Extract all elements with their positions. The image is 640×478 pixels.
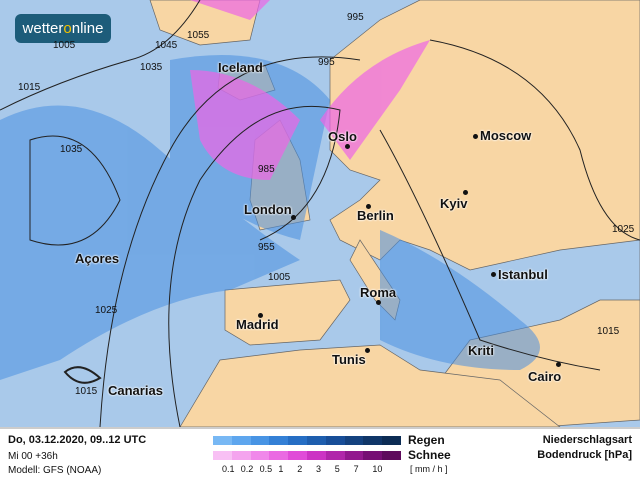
- isobar-label: 1025: [612, 224, 635, 235]
- legend-title-type: Niederschlagsart: [542, 434, 632, 446]
- city-label: Açores: [75, 251, 120, 266]
- color-swatch: [231, 436, 251, 445]
- isobar-label: 1015: [75, 386, 98, 397]
- city-label: Kyiv: [440, 196, 468, 211]
- color-swatch: [250, 451, 270, 460]
- city-label: Oslo: [328, 129, 357, 144]
- isobar-label: 1055: [187, 30, 210, 41]
- isobar-label: 1005: [53, 40, 76, 51]
- snow-label: Schnee: [408, 448, 451, 462]
- legend-title-pressure: Bodendruck [hPa]: [537, 449, 632, 461]
- isobar-label: 1025: [95, 305, 118, 316]
- color-swatch: [344, 436, 364, 445]
- color-swatch: [363, 436, 383, 445]
- color-swatch: [213, 451, 232, 460]
- city-label: Cairo: [528, 369, 562, 384]
- city-label: Madrid: [236, 317, 279, 332]
- color-swatch: [325, 436, 345, 445]
- city-label: Moscow: [480, 128, 532, 143]
- color-swatch: [382, 451, 401, 460]
- color-swatch: [231, 451, 251, 460]
- city-label: Istanbul: [498, 267, 548, 282]
- color-swatch: [213, 436, 232, 445]
- color-swatch: [250, 436, 270, 445]
- city-label: Berlin: [357, 208, 394, 223]
- color-swatch: [269, 451, 289, 460]
- isobar-label: 1015: [18, 82, 41, 93]
- legend-panel: Do, 03.12.2020, 09..12 UTC Mi 00 +36h Mo…: [0, 427, 640, 478]
- tick-label: 7: [353, 464, 359, 474]
- rain-label: Regen: [408, 433, 445, 447]
- weather-map: [0, 0, 640, 427]
- tick-label: 0.2: [240, 464, 254, 474]
- tick-label: 3: [315, 464, 321, 474]
- wetteronline-logo[interactable]: wetteronline: [15, 14, 111, 43]
- tick-label: 1: [278, 464, 284, 474]
- color-swatch: [288, 436, 307, 445]
- tick-label: 0.1: [222, 464, 235, 474]
- tick-label: 2: [297, 464, 303, 474]
- color-swatch: [382, 436, 401, 445]
- color-swatch: [306, 451, 326, 460]
- city-label: Iceland: [218, 60, 263, 75]
- rain-color-scale: [213, 436, 401, 445]
- scale-ticks: 0.1 0.2 0.5 1 2 3 5 7 10: [222, 464, 391, 474]
- snow-area: [190, 0, 430, 180]
- color-swatch: [344, 451, 364, 460]
- tick-label: 5: [334, 464, 340, 474]
- isobar-label: 1015: [597, 326, 620, 337]
- color-swatch: [306, 436, 326, 445]
- city-label: Roma: [360, 285, 397, 300]
- isobar-label: 995: [347, 12, 364, 23]
- isobar-label: 995: [318, 57, 335, 68]
- color-swatch: [288, 451, 307, 460]
- city-label: Canarias: [108, 383, 163, 398]
- isobars: [0, 0, 640, 427]
- color-swatch: [325, 451, 345, 460]
- isobar-label: 1035: [60, 144, 83, 155]
- model-name: Modell: GFS (NOAA): [8, 465, 102, 476]
- isobar-label: 1035: [140, 62, 163, 73]
- tick-label: 0.5: [259, 464, 273, 474]
- city-label: London: [244, 202, 292, 217]
- color-swatch: [363, 451, 383, 460]
- model-run: Mi 00 +36h: [8, 451, 58, 462]
- isobar-label: 985: [258, 164, 275, 175]
- unit-label: [ mm / h ]: [410, 464, 448, 474]
- isobar-label: 955: [258, 242, 275, 253]
- forecast-date: Do, 03.12.2020, 09..12 UTC: [8, 434, 147, 446]
- isobar-label: 1045: [155, 40, 178, 51]
- tick-label: 10: [372, 464, 383, 474]
- snow-color-scale: [213, 451, 401, 460]
- city-label: Kriti: [468, 343, 494, 358]
- isobar-label: 1005: [268, 272, 291, 283]
- color-swatch: [269, 436, 289, 445]
- city-label: Tunis: [332, 352, 366, 367]
